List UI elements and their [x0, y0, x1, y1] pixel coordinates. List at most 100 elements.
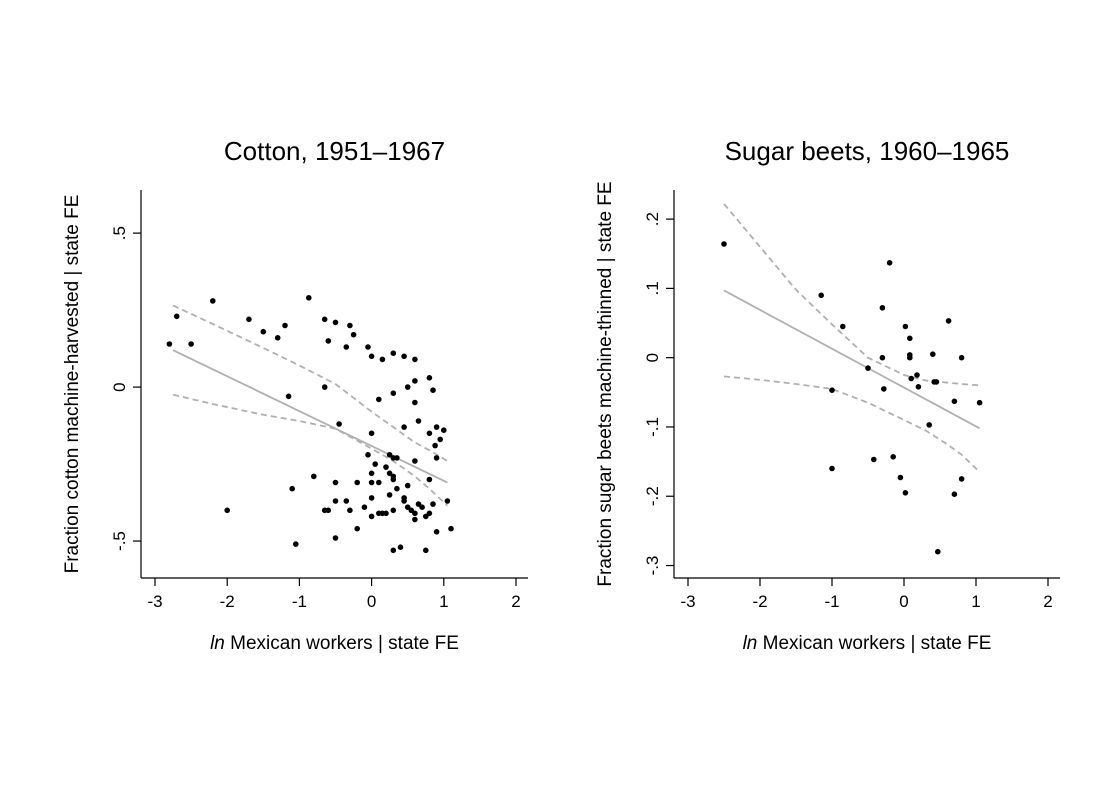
data-point	[368, 430, 375, 437]
fit-line	[723, 289, 981, 430]
data-point	[412, 356, 418, 363]
data-point	[379, 510, 386, 517]
x-axis-label-rest: Mexican workers | state FE	[225, 633, 459, 654]
data-point	[390, 547, 397, 554]
chart-title: Cotton, 1951–1967	[224, 136, 445, 166]
data-point	[935, 548, 941, 555]
data-point	[383, 464, 389, 470]
data-point	[412, 510, 418, 517]
data-point	[907, 354, 913, 361]
data-point	[376, 479, 382, 486]
data-point	[926, 422, 932, 428]
data-point	[368, 495, 375, 501]
x-axis-label-italic: ln	[743, 633, 758, 654]
y-axis-label: Fraction sugar beets machine-thinned | s…	[595, 181, 616, 586]
data-point	[386, 492, 393, 498]
data-point	[390, 390, 397, 397]
data-point	[958, 476, 965, 482]
data-point	[361, 504, 368, 511]
data-point	[879, 354, 886, 361]
x-tick-label: 2	[1043, 592, 1052, 611]
data-point	[343, 344, 350, 350]
data-point	[430, 501, 436, 507]
data-point	[224, 507, 230, 514]
data-point	[945, 318, 952, 324]
x-tick-label: -1	[292, 592, 307, 611]
data-point	[354, 479, 361, 486]
data-point	[336, 421, 342, 427]
chart-panel-2: Sugar beets, 1960–1965 -3 -2 -1 0 1 2 -.3 -.2 -.1…	[595, 136, 1060, 654]
data-point	[397, 544, 404, 550]
y-tick-label: .2	[643, 212, 662, 226]
data-point	[433, 424, 440, 430]
data-point	[394, 455, 400, 461]
data-point	[365, 452, 371, 458]
data-point	[423, 547, 429, 554]
confidence-band-lower	[172, 393, 449, 507]
data-point	[881, 386, 887, 392]
data-point	[166, 341, 173, 347]
y-tick-label: -.5	[110, 531, 129, 551]
data-point	[390, 476, 397, 483]
data-point	[432, 442, 438, 449]
data-point	[818, 292, 824, 299]
data-point	[430, 387, 436, 394]
data-point	[347, 507, 353, 514]
data-point	[886, 260, 893, 266]
data-point	[412, 458, 418, 464]
data-point	[401, 495, 407, 501]
data-point	[306, 295, 312, 301]
data-point	[188, 341, 194, 347]
data-point	[332, 319, 339, 326]
data-point	[376, 396, 382, 403]
y-tick-label: .1	[643, 281, 662, 295]
x-axis-label-rest: Mexican workers | state FE	[757, 633, 991, 654]
y-tick-label: -.2	[643, 486, 662, 506]
data-point	[404, 482, 411, 489]
data-point	[444, 498, 451, 504]
data-point	[332, 479, 339, 486]
data-point	[321, 384, 328, 390]
data-point	[879, 305, 886, 311]
data-point	[343, 498, 350, 504]
data-point	[902, 490, 909, 496]
data-point	[951, 491, 958, 498]
data-point	[915, 384, 922, 390]
data-point	[976, 399, 983, 406]
data-point	[285, 393, 292, 400]
x-axis-label: ln Mexican workers | state FE	[743, 633, 992, 654]
data-point	[433, 455, 440, 461]
data-point	[368, 470, 375, 477]
data-point	[415, 418, 422, 424]
data-point	[321, 316, 328, 323]
data-point	[412, 399, 418, 406]
x-axis-label-italic: ln	[210, 633, 225, 654]
data-point	[274, 335, 281, 341]
data-point	[890, 454, 896, 460]
x-tick-label: -2	[220, 592, 235, 611]
data-point	[865, 365, 871, 371]
confidence-band-lower	[723, 375, 981, 473]
chart-panel-1: Cotton, 1951–1967 -3 -2 -1 0 1 2 -.5 0 .5 ln Mexic…	[62, 136, 528, 654]
data-point	[404, 384, 411, 390]
x-axis-label: ln Mexican workers | state FE	[210, 633, 459, 654]
y-tick-label: .5	[110, 226, 129, 240]
x-tick-label: -3	[680, 592, 695, 611]
x-tick-label: 1	[439, 592, 448, 611]
x-tick-label: 0	[367, 592, 376, 611]
data-point	[365, 344, 371, 350]
data-point	[210, 298, 216, 304]
data-point	[412, 516, 418, 523]
confidence-band-upper	[723, 203, 980, 387]
data-point	[332, 535, 339, 541]
data-point	[347, 322, 353, 329]
data-point	[332, 498, 339, 504]
data-point	[368, 353, 375, 360]
data-point	[246, 316, 252, 323]
data-point	[908, 375, 914, 382]
confidence-band-upper	[172, 304, 448, 462]
data-point	[390, 507, 397, 514]
data-point	[412, 378, 418, 384]
data-point	[260, 328, 267, 335]
